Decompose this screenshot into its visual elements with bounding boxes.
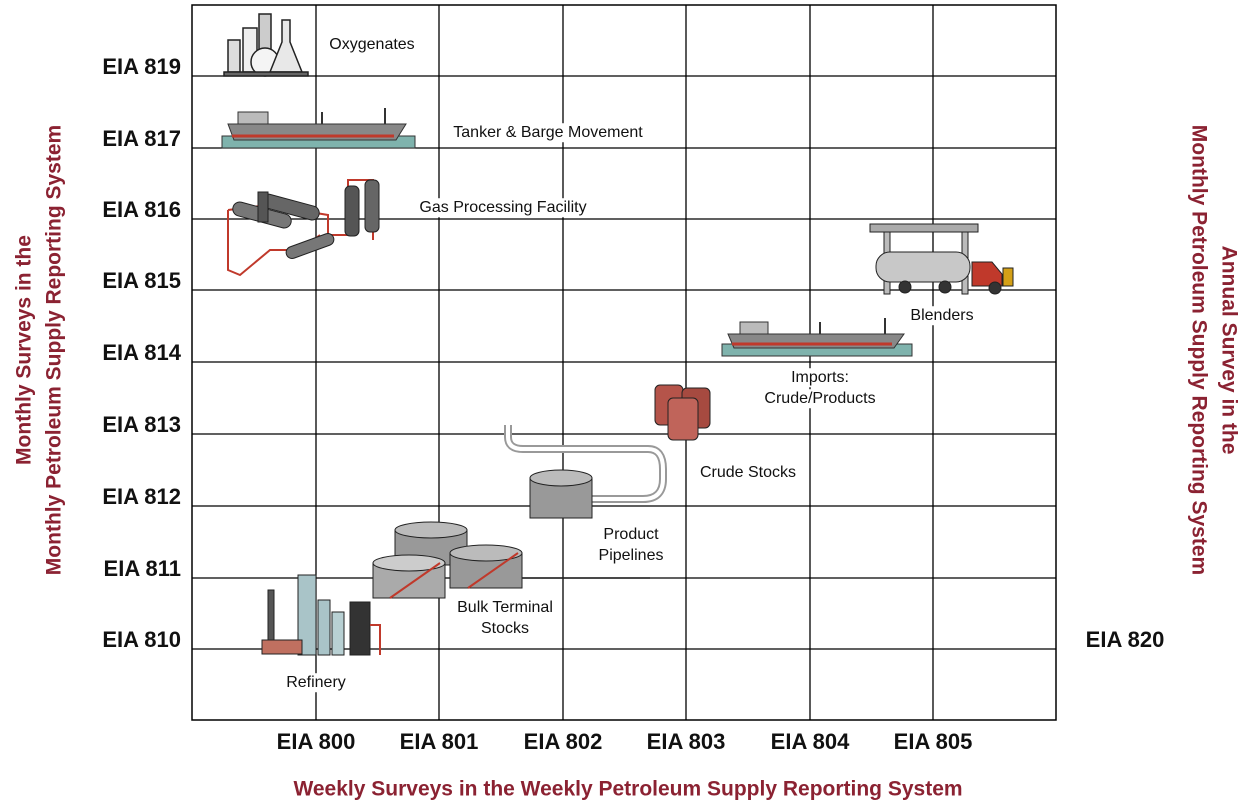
node-label: Blenders bbox=[910, 307, 973, 324]
bottom-title: Weekly Surveys in the Weekly Petroleum S… bbox=[293, 778, 962, 801]
label-background bbox=[282, 673, 350, 693]
refinery-icon bbox=[261, 574, 381, 656]
left-title: Monthly Surveys in the bbox=[13, 235, 36, 465]
label-background bbox=[906, 306, 978, 326]
row-label: EIA 812 bbox=[102, 484, 181, 509]
node-label: Oxygenates bbox=[329, 36, 414, 53]
label-background bbox=[449, 123, 648, 143]
row-label: EIA 811 bbox=[104, 556, 181, 581]
column-label: EIA 800 bbox=[277, 729, 356, 754]
row-label: EIA 814 bbox=[102, 340, 181, 365]
right-label: EIA 820 bbox=[1086, 627, 1165, 652]
node-label: Bulk Terminal bbox=[457, 599, 553, 616]
node-label: Crude/Products bbox=[764, 390, 875, 407]
column-label: EIA 803 bbox=[647, 729, 726, 754]
blenders-icon bbox=[869, 223, 1014, 295]
label-background bbox=[594, 546, 668, 566]
row-label: EIA 810 bbox=[102, 627, 181, 652]
node-label: Imports: bbox=[791, 369, 849, 386]
imports-tanker-icon bbox=[721, 318, 913, 357]
row-label: EIA 813 bbox=[102, 412, 181, 437]
bulk-terminal-icon bbox=[372, 521, 523, 599]
row-label: EIA 817 bbox=[102, 126, 181, 151]
node-label: Product bbox=[603, 526, 659, 543]
node-label: Gas Processing Facility bbox=[419, 199, 586, 216]
tanker-icon bbox=[221, 108, 416, 149]
label-background bbox=[599, 525, 664, 545]
oxygenates-icon bbox=[223, 13, 309, 77]
node-label: Tanker & Barge Movement bbox=[453, 124, 643, 141]
labels: EIA 819 EIA 817 EIA 816 EIA 815 EIA 814 EIA 8… bbox=[13, 35, 1240, 801]
label-background bbox=[415, 198, 591, 218]
label-background bbox=[476, 619, 534, 639]
node-label: Refinery bbox=[286, 674, 346, 691]
right-title: Annual Survey in the bbox=[1217, 246, 1240, 455]
pipeline-icon bbox=[504, 425, 667, 579]
column-label: EIA 805 bbox=[894, 729, 973, 754]
crude-stocks-icon bbox=[654, 384, 711, 441]
label-background bbox=[760, 389, 880, 409]
left-title: Monthly Petroleum Supply Reporting Syste… bbox=[43, 125, 66, 575]
right-title: Monthly Petroleum Supply Reporting Syste… bbox=[1187, 125, 1210, 575]
column-label: EIA 802 bbox=[524, 729, 603, 754]
row-label: EIA 815 bbox=[102, 268, 181, 293]
gas-processing-icon bbox=[227, 179, 380, 277]
column-label: EIA 804 bbox=[771, 729, 850, 754]
node-label: Pipelines bbox=[599, 547, 664, 564]
row-label: EIA 819 bbox=[102, 54, 181, 79]
node-label: Crude Stocks bbox=[700, 464, 796, 481]
label-background bbox=[787, 368, 853, 388]
node-label: Stocks bbox=[481, 620, 529, 637]
label-background bbox=[325, 35, 419, 55]
label-background bbox=[453, 598, 557, 618]
column-label: EIA 801 bbox=[400, 729, 479, 754]
icons bbox=[221, 13, 1014, 656]
row-label: EIA 816 bbox=[102, 197, 181, 222]
label-background bbox=[695, 463, 801, 483]
